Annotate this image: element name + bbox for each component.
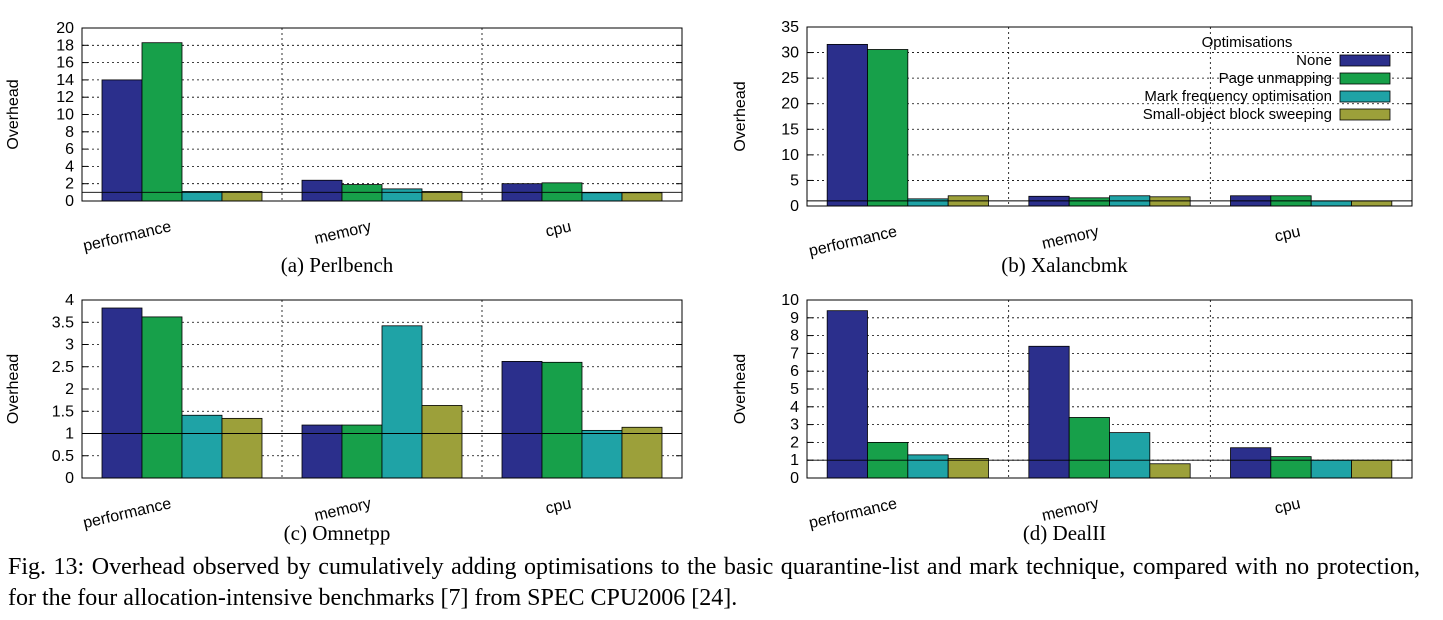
y-tick-label: 15 xyxy=(781,121,799,138)
y-tick-label: 0 xyxy=(790,198,799,215)
y-tick-label: 0 xyxy=(65,470,74,487)
y-tick-label: 18 xyxy=(56,37,74,54)
y-tick-label: 3 xyxy=(65,337,74,354)
y-tick-label: 14 xyxy=(56,72,74,89)
figure-caption: Fig. 13: Overhead observed by cumulative… xyxy=(8,554,1420,611)
legend-swatch xyxy=(1339,90,1391,103)
y-tick-label: 2 xyxy=(65,381,74,398)
y-tick-label: 5 xyxy=(790,381,799,398)
y-tick-label: 0.5 xyxy=(52,448,74,465)
y-tick-label: 30 xyxy=(781,45,799,62)
x-category-label: performance xyxy=(807,495,898,532)
y-tick-label: 3 xyxy=(790,417,799,434)
bar-none-performance xyxy=(826,43,868,207)
bar-small-object-block-sweeping-cpu xyxy=(621,426,663,479)
bar-small-object-block-sweeping-performance xyxy=(221,417,263,479)
y-tick-label: 9 xyxy=(790,310,799,327)
y-tick-label: 10 xyxy=(781,147,799,164)
legend-title: Optimisations xyxy=(1202,34,1293,51)
subcaption: (c) Omnetpp xyxy=(284,521,391,545)
bar-mark-frequency-optimisation-performance xyxy=(181,414,223,479)
y-tick-label: 7 xyxy=(790,345,799,362)
bar-none-memory xyxy=(1028,345,1070,479)
bar-none-performance xyxy=(101,307,143,479)
y-axis-label: Overhead xyxy=(732,354,749,424)
bar-page-unmapping-cpu xyxy=(541,361,583,479)
plot-frame xyxy=(806,299,1413,479)
bar-page-unmapping-memory xyxy=(1068,417,1110,479)
plot-frame xyxy=(806,26,1413,207)
y-tick-label: 2 xyxy=(65,176,74,193)
legend-entry-label: Mark frequency optimisation xyxy=(1144,88,1332,105)
y-tick-label: 4 xyxy=(65,158,74,175)
y-axis-label: Overhead xyxy=(5,354,22,424)
subcaption: (b) Xalancbmk xyxy=(1001,253,1128,277)
bar-page-unmapping-performance xyxy=(141,42,183,202)
bar-mark-frequency-optimisation-memory xyxy=(1109,432,1151,479)
y-tick-label: 0 xyxy=(65,193,74,210)
y-tick-label: 4 xyxy=(790,399,799,416)
bar-none-cpu xyxy=(1230,447,1272,479)
subcaption: (d) DealII xyxy=(1023,521,1106,545)
y-tick-label: 5 xyxy=(790,172,799,189)
x-category-label: cpu xyxy=(544,218,573,240)
y-tick-label: 4 xyxy=(65,292,74,309)
chart-panel-omnetpp: 0 0.5 1 1.5 2 2.5 3 3.5 4 performance memory cpu Ove… xyxy=(5,292,683,545)
legend-swatch xyxy=(1339,72,1391,85)
chart-panel-perlbench: 0 2 4 6 8 10 12 14 16 18 20 performance memory cpu Ove… xyxy=(5,20,683,277)
bar-mark-frequency-optimisation-cpu xyxy=(1310,459,1352,479)
legend-entry-label: Page unmapping xyxy=(1219,70,1332,87)
subcaption: (a) Perlbench xyxy=(281,253,394,277)
chart-panel-dealii: 0 1 2 3 4 5 6 7 8 9 10 performance memory cpu Overhead… xyxy=(732,292,1413,545)
y-tick-label: 0 xyxy=(790,470,799,487)
legend-swatch xyxy=(1339,108,1391,121)
y-tick-label: 1 xyxy=(65,426,74,443)
plot-frame xyxy=(81,27,683,202)
bar-mark-frequency-optimisation-performance xyxy=(907,454,949,479)
bar-small-object-block-sweeping-cpu xyxy=(1351,459,1393,479)
y-tick-label: 10 xyxy=(781,292,799,309)
y-tick-label: 35 xyxy=(781,19,799,36)
legend-swatch xyxy=(1339,54,1391,67)
bar-page-unmapping-performance xyxy=(867,49,909,207)
bar-none-cpu xyxy=(501,361,543,479)
y-tick-label: 6 xyxy=(790,363,799,380)
x-category-label: cpu xyxy=(1273,223,1302,245)
chart-panel-xalancbmk: 0 5 10 15 20 25 30 35 performance memory cpu Overhe… xyxy=(732,19,1413,277)
bar-mark-frequency-optimisation-memory xyxy=(381,325,423,479)
y-tick-label: 16 xyxy=(56,55,74,72)
x-category-label: cpu xyxy=(1273,495,1302,517)
y-tick-label: 12 xyxy=(56,89,74,106)
x-category-label: cpu xyxy=(544,495,573,517)
bar-small-object-block-sweeping-memory xyxy=(421,405,463,479)
bar-page-unmapping-performance xyxy=(141,316,183,479)
y-tick-label: 2.5 xyxy=(52,359,74,376)
y-tick-label: 20 xyxy=(781,96,799,113)
y-axis-label: Overhead xyxy=(732,81,749,151)
bar-small-object-block-sweeping-performance xyxy=(947,458,989,479)
y-tick-label: 8 xyxy=(790,328,799,345)
plot-frame xyxy=(81,299,683,479)
y-tick-label: 25 xyxy=(781,70,799,87)
y-tick-label: 1.5 xyxy=(52,403,74,420)
y-tick-label: 2 xyxy=(790,434,799,451)
bar-none-performance xyxy=(826,310,868,479)
bar-small-object-block-sweeping-memory xyxy=(1149,463,1191,479)
y-axis-label: Overhead xyxy=(5,79,22,149)
y-tick-label: 1 xyxy=(790,452,799,469)
y-tick-label: 6 xyxy=(65,141,74,158)
y-tick-label: 8 xyxy=(65,124,74,141)
y-tick-label: 20 xyxy=(56,20,74,37)
y-tick-label: 10 xyxy=(56,107,74,124)
legend-entry-label: None xyxy=(1296,52,1332,69)
legend-entry-label: Small-object block sweeping xyxy=(1143,106,1332,123)
y-tick-label: 3.5 xyxy=(52,314,74,331)
